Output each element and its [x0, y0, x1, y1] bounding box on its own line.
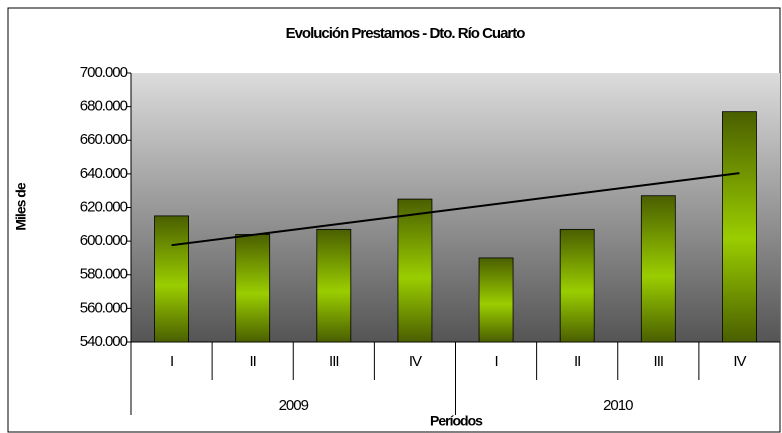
- bar: [316, 228, 352, 343]
- bar: [397, 198, 433, 343]
- plot-area: [131, 73, 780, 342]
- chart-title: Evolución Prestamos - Dto. Río Cuarto: [286, 25, 526, 42]
- y-tick-label: 620.000: [80, 198, 128, 215]
- y-tick-label: 700.000: [80, 64, 128, 81]
- x-tick-label: IV: [409, 353, 422, 370]
- x-tick-label: I: [494, 353, 497, 370]
- bar: [640, 195, 676, 343]
- y-axis-title: Miles de: [13, 182, 29, 230]
- y-tick-label: 660.000: [80, 131, 128, 148]
- bar: [559, 228, 595, 343]
- x-tick-label: III: [654, 353, 664, 370]
- y-tick-label: 580.000: [80, 266, 128, 283]
- group-label: 2009: [279, 397, 309, 414]
- trendline: [171, 172, 740, 247]
- x-tick-label: IV: [733, 353, 746, 370]
- x-axis-title: Períodos: [430, 413, 483, 429]
- bar: [154, 215, 189, 343]
- y-tick-label: 680.000: [80, 98, 128, 115]
- bar: [235, 233, 271, 343]
- bar: [478, 257, 514, 343]
- y-tick-label: 540.000: [80, 333, 128, 350]
- x-tick-label: III: [329, 353, 339, 370]
- bar: [722, 111, 757, 343]
- y-tick-label: 640.000: [80, 165, 128, 182]
- group-label: 2010: [603, 397, 633, 414]
- y-tick-label: 600.000: [80, 232, 128, 249]
- x-tick-label: II: [574, 353, 580, 370]
- y-tick-label: 560.000: [80, 299, 128, 316]
- x-tick-label: II: [250, 353, 256, 370]
- x-tick-label: I: [170, 353, 173, 370]
